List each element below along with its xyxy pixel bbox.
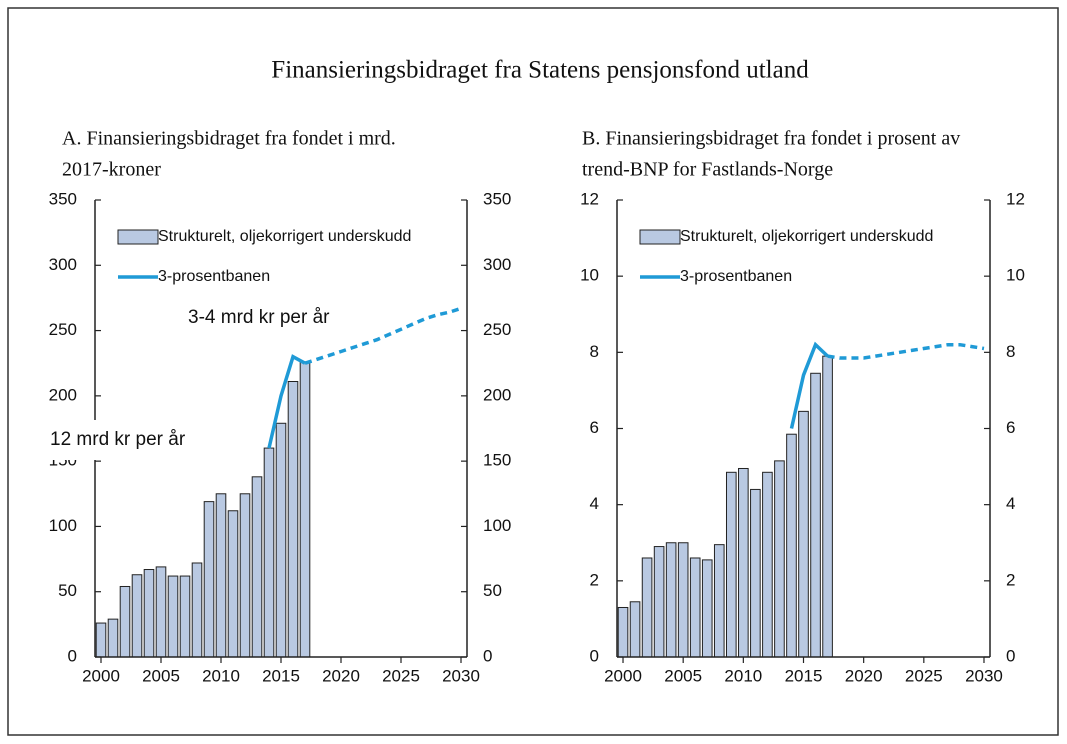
y2-tick-label: 250	[483, 320, 511, 339]
bar	[131, 574, 143, 658]
bar	[107, 618, 119, 658]
x-tick-label: 2005	[142, 666, 180, 685]
annotation-bg	[46, 420, 226, 460]
subtitle: A. Finansieringsbidraget fra fondet i mr…	[62, 128, 396, 150]
bar	[629, 601, 641, 658]
y2-tick-label: 12	[1006, 189, 1025, 208]
line-series	[789, 341, 829, 429]
x-tick-label: 2015	[785, 666, 823, 685]
bar	[167, 575, 179, 658]
bar	[713, 544, 725, 658]
bar	[750, 488, 761, 658]
bar	[774, 460, 785, 658]
y2-tick-label: 10	[1006, 266, 1025, 285]
annotation: 3-4 mrd kr per år	[188, 307, 330, 328]
bar	[179, 575, 191, 658]
x-tick-label: 2025	[905, 666, 943, 685]
bar	[227, 510, 239, 658]
bar	[738, 467, 749, 658]
legend-label: 3-prosentbanen	[680, 268, 792, 285]
y-tick-label: 6	[590, 418, 599, 437]
bar	[191, 562, 203, 658]
y2-tick-label: 4	[1006, 494, 1015, 513]
bar	[762, 471, 773, 658]
chart-title: Finansieringsbidraget fra Statens pensjo…	[271, 57, 809, 84]
bar	[95, 622, 107, 658]
bar	[798, 410, 809, 658]
x-tick-label: 2005	[664, 666, 702, 685]
bar	[641, 557, 653, 658]
y-tick-label: 300	[49, 255, 77, 274]
bar	[251, 476, 263, 658]
y-tick-label: 0	[68, 646, 77, 665]
bar	[287, 380, 299, 658]
bar	[677, 542, 689, 658]
y-tick-label: 250	[49, 320, 77, 339]
x-tick-label: 2030	[965, 666, 1003, 685]
subtitle: B. Finansieringsbidraget fra fondet i pr…	[582, 128, 960, 150]
bar	[810, 372, 821, 658]
y-tick-label: 2	[590, 570, 599, 589]
y2-tick-label: 0	[483, 646, 492, 665]
annotation: 12 mrd kr per år	[50, 429, 186, 450]
bar	[239, 493, 251, 658]
y2-tick-label: 200	[483, 385, 511, 404]
y-tick-label: 50	[58, 581, 77, 600]
x-tick-label: 2020	[322, 666, 360, 685]
y-tick-label: 10	[580, 266, 599, 285]
x-tick-label: 2030	[442, 666, 480, 685]
legend-label: Strukturelt, oljekorrigert underskudd	[158, 228, 411, 245]
y-tick-label: 0	[590, 646, 599, 665]
subtitle: trend-BNP for Fastlands-Norge	[582, 159, 833, 181]
bar	[275, 422, 287, 658]
y2-tick-label: 6	[1006, 418, 1015, 437]
bar	[617, 606, 629, 658]
x-tick-label: 2010	[202, 666, 240, 685]
bar	[203, 501, 215, 658]
y2-tick-label: 50	[483, 581, 502, 600]
x-tick-label: 2000	[82, 666, 120, 685]
legend-label: Strukturelt, oljekorrigert underskudd	[680, 228, 933, 245]
y2-tick-label: 350	[483, 189, 511, 208]
y-tick-label: 350	[49, 189, 77, 208]
y2-tick-label: 0	[1006, 646, 1015, 665]
bar	[665, 542, 677, 658]
y2-tick-label: 300	[483, 255, 511, 274]
y2-tick-label: 100	[483, 516, 511, 535]
bar	[155, 566, 167, 658]
bar	[299, 361, 311, 658]
x-tick-label: 2015	[262, 666, 300, 685]
bar	[701, 559, 713, 658]
bar	[822, 355, 833, 658]
bar	[119, 585, 131, 658]
line-series	[827, 342, 985, 360]
legend-swatch	[639, 229, 681, 245]
y-tick-label: 200	[49, 385, 77, 404]
bar	[263, 447, 275, 658]
y2-tick-label: 8	[1006, 342, 1015, 361]
bar	[215, 493, 227, 658]
x-tick-label: 2000	[604, 666, 642, 685]
y-tick-label: 4	[590, 494, 599, 513]
bar	[725, 471, 737, 658]
legend-swatch	[117, 229, 159, 245]
bar	[689, 557, 701, 658]
x-tick-label: 2025	[382, 666, 420, 685]
y-tick-label: 12	[580, 189, 599, 208]
x-tick-label: 2020	[845, 666, 883, 685]
x-tick-label: 2010	[724, 666, 762, 685]
line-series	[267, 354, 306, 449]
bar	[143, 569, 155, 658]
y-tick-label: 100	[49, 516, 77, 535]
y-tick-label: 8	[590, 342, 599, 361]
bar	[653, 546, 665, 658]
legend-label: 3-prosentbanen	[158, 268, 270, 285]
subtitle: 2017-kroner	[62, 159, 161, 181]
line-series	[304, 306, 462, 365]
y2-tick-label: 2	[1006, 570, 1015, 589]
bar	[786, 433, 797, 658]
y2-tick-label: 150	[483, 451, 511, 470]
